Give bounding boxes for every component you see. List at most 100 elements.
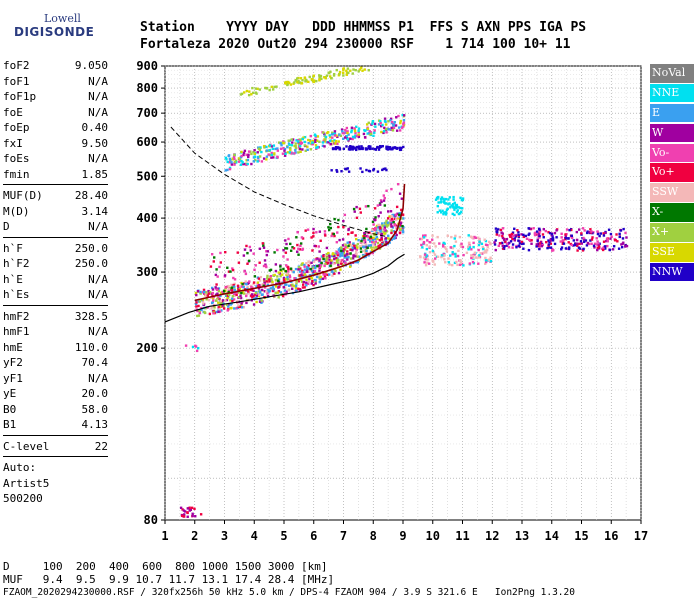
data-point xyxy=(299,244,302,247)
data-point xyxy=(225,158,228,161)
parameters-panel: foF2 9.050 foF1 N/A foF1p N/A foE N/A foEp 0.40 fx… xyxy=(3,58,108,507)
data-point xyxy=(294,145,297,148)
y-tick-label: 900 xyxy=(136,59,158,73)
data-point xyxy=(210,296,213,300)
data-point xyxy=(393,217,396,221)
data-point xyxy=(312,272,315,276)
data-point xyxy=(369,147,372,151)
data-point xyxy=(296,290,300,293)
data-point xyxy=(216,275,219,278)
data-point xyxy=(239,294,242,298)
data-point xyxy=(383,228,386,231)
data-point xyxy=(555,236,558,239)
data-point xyxy=(367,238,370,241)
data-point xyxy=(355,252,358,256)
data-point xyxy=(367,169,371,173)
data-point xyxy=(453,208,456,211)
data-point xyxy=(367,244,371,247)
data-point xyxy=(306,267,310,270)
data-point xyxy=(309,148,313,151)
data-point xyxy=(359,147,362,151)
data-point xyxy=(240,285,243,288)
data-point xyxy=(374,228,378,232)
data-point xyxy=(332,132,336,136)
data-point xyxy=(390,229,393,232)
data-point xyxy=(482,251,486,254)
data-point xyxy=(511,234,515,238)
data-point xyxy=(333,130,337,133)
data-point xyxy=(260,284,264,287)
data-point xyxy=(311,267,314,270)
data-point xyxy=(356,242,360,246)
data-point xyxy=(282,255,285,258)
data-point xyxy=(285,264,288,267)
data-point xyxy=(315,139,319,142)
data-point xyxy=(231,295,235,298)
data-point xyxy=(265,265,268,269)
data-point xyxy=(335,261,339,264)
data-point xyxy=(561,239,564,242)
data-point xyxy=(391,219,394,223)
data-point xyxy=(432,260,435,263)
data-point xyxy=(294,142,297,145)
distance-line: D 100 200 400 600 800 1000 1500 3000 [km… xyxy=(3,560,328,573)
data-point xyxy=(354,131,357,135)
data-point xyxy=(217,289,221,293)
x-tick-label: 4 xyxy=(251,529,258,543)
data-point xyxy=(565,228,569,231)
data-point xyxy=(200,308,203,311)
data-point xyxy=(342,225,345,229)
data-point xyxy=(307,138,310,142)
data-point xyxy=(250,294,253,297)
data-point xyxy=(219,251,222,255)
data-point xyxy=(330,169,333,172)
data-point xyxy=(283,81,287,84)
data-point xyxy=(214,299,218,302)
data-point xyxy=(269,274,272,278)
data-point xyxy=(374,216,377,219)
data-point xyxy=(286,275,289,279)
data-point xyxy=(236,291,239,294)
data-point xyxy=(441,243,445,246)
data-point xyxy=(357,145,360,149)
data-point xyxy=(606,244,609,248)
x-tick-label: 11 xyxy=(455,529,469,543)
data-point xyxy=(451,202,455,206)
data-point xyxy=(196,289,200,293)
data-point xyxy=(318,140,321,143)
data-point xyxy=(450,204,453,207)
data-point xyxy=(255,285,258,288)
data-point xyxy=(457,206,460,209)
auto-code: 500200 xyxy=(3,492,43,505)
trace-line xyxy=(194,183,406,302)
data-point xyxy=(460,207,464,210)
data-point xyxy=(204,307,207,310)
data-point xyxy=(179,506,183,510)
data-point xyxy=(520,242,524,246)
data-point xyxy=(257,156,260,160)
data-point xyxy=(224,169,227,172)
data-point xyxy=(202,290,206,294)
data-point xyxy=(301,283,305,286)
data-point xyxy=(388,128,391,131)
data-point xyxy=(495,230,498,233)
data-point xyxy=(257,294,261,298)
data-point xyxy=(258,88,262,91)
data-point xyxy=(456,263,459,267)
data-point xyxy=(452,198,455,201)
data-point xyxy=(342,74,345,77)
data-point xyxy=(535,243,538,246)
data-point xyxy=(467,241,471,245)
data-point xyxy=(358,245,362,248)
data-point xyxy=(289,146,292,150)
data-point xyxy=(354,147,357,150)
data-point xyxy=(203,310,206,314)
data-point xyxy=(458,235,462,239)
data-point xyxy=(478,254,481,257)
data-point xyxy=(451,252,454,256)
data-point xyxy=(283,154,287,157)
data-point xyxy=(447,257,450,260)
data-point xyxy=(273,152,276,155)
data-point xyxy=(347,227,350,231)
data-point xyxy=(371,120,375,123)
